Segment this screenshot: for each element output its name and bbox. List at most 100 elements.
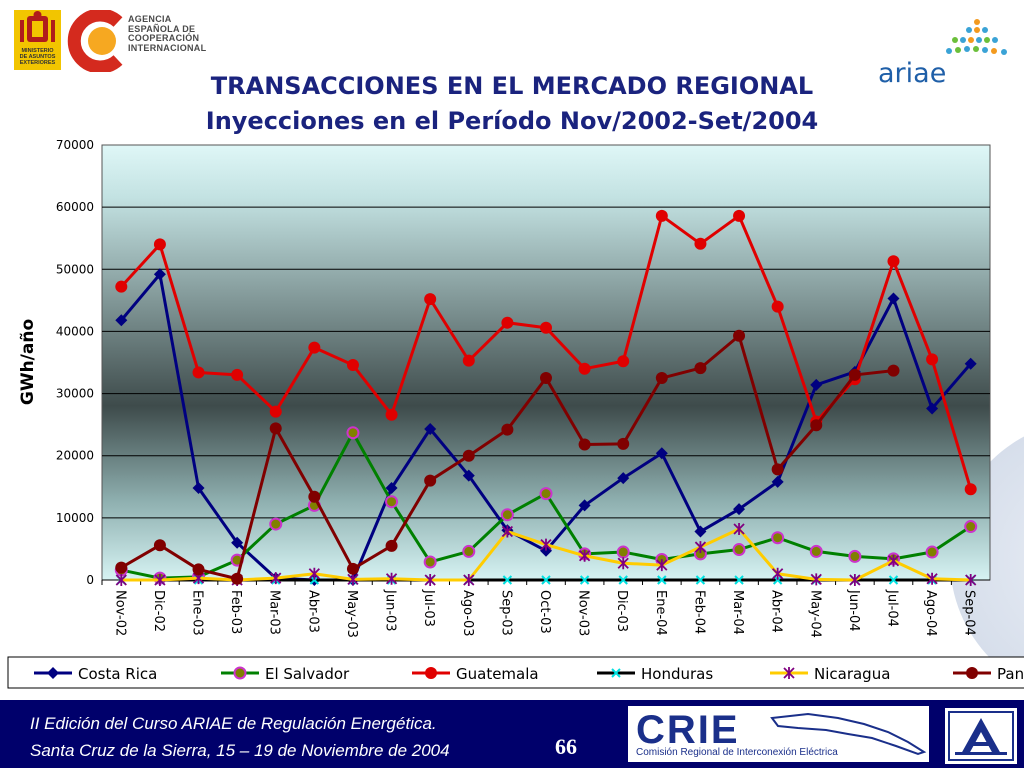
data-point [733,523,745,536]
data-point [153,238,166,251]
data-point [385,539,398,552]
ariae-dots-icon [946,19,1007,55]
data-point [578,438,591,451]
data-point [964,520,978,534]
data-point [424,474,437,487]
x-tick-label: Dic-02 [151,590,166,632]
x-tick-label: Ene-04 [653,590,668,636]
data-point [462,449,475,462]
data-point [926,353,939,366]
data-point [579,575,590,585]
data-point [385,572,398,585]
data-point [887,554,900,567]
data-point [308,490,321,503]
data-point [270,572,282,585]
data-point [694,362,707,375]
data-point [541,575,551,585]
data-point [539,487,553,501]
data-point [192,482,205,495]
data-point [501,316,514,329]
data-point [810,378,823,391]
data-point [888,575,899,585]
y-tick-labels: 0 10000 20000 30000 40000 50000 60000 70000 [56,138,94,587]
x-tick-label: Jun-03 [383,589,398,632]
legend-label: Honduras [641,665,713,683]
legend-box [7,656,1024,689]
data-point [611,668,621,678]
legend-item: Nicaragua [770,665,890,683]
data-point [578,499,591,512]
x-tick-label: Feb-04 [691,590,706,634]
footer-line-1: II Edición del Curso ARIAE de Regulación… [30,714,437,733]
aeci-name: AGENCIA ESPAÑOLA DE COOPERACIÓN INTERNAC… [128,14,206,53]
data-point [424,293,437,306]
data-point [655,447,668,460]
x-tick-label: Abr-04 [769,590,784,633]
series-lines [114,209,978,586]
data-point [694,237,707,250]
data-point [783,667,795,679]
data-point [192,563,205,576]
data-point [153,539,166,552]
series-panam- [115,329,900,585]
data-point [848,368,861,381]
data-point [926,402,939,415]
aeci-line-3: COOPERACIÓN [128,33,200,43]
data-point [655,209,668,222]
legend: Costa Rica El Salvador Guatemala Honduras Ni… [34,665,1024,683]
x-tick-label: Nov-02 [112,590,127,636]
data-point [308,341,321,354]
legend-item: Guatemala [412,665,539,683]
y-tick-label: 50000 [56,262,94,276]
data-point [925,545,939,559]
series-nicaragua [115,523,977,586]
x-tick-label: Ago-04 [923,590,938,637]
legend-item: Costa Rica [34,665,157,683]
x-tick-label: Sep-03 [498,590,513,636]
legend-label: Costa Rica [78,665,157,683]
y-tick-label: 20000 [56,449,94,463]
data-point [617,557,629,570]
data-point [964,483,977,496]
aeci-logo-icon [67,10,123,72]
x-tick-label: Ene-03 [190,590,205,636]
data-point [887,255,900,268]
data-point [501,423,514,436]
data-point [231,536,244,549]
data-point [617,437,630,450]
data-point [346,358,359,371]
data-point [385,408,398,421]
x-tick-label: May-03 [344,590,359,638]
data-point [502,575,513,585]
data-point [269,517,283,531]
coat-of-arms-icon [20,11,55,42]
data-point [772,567,784,580]
ministry-logo: MINISTERIO DE ASUNTOS EXTERIORES [14,10,61,70]
x-tick-label: Mar-04 [730,590,745,635]
x-tick-label: Sep-04 [962,590,977,636]
data-point [424,422,437,435]
data-point [657,575,667,585]
x-tick-label: Dic-03 [614,590,629,632]
legend-item: Pan [953,665,1024,683]
data-point [810,573,822,586]
data-point [694,541,707,554]
data-point [500,508,514,522]
data-point [617,355,630,368]
data-point [771,531,785,545]
data-point [694,525,707,538]
data-point [346,426,360,440]
data-point [115,574,127,586]
y-tick-label: 60000 [56,200,94,214]
data-point [617,472,630,485]
data-point [733,329,746,342]
data-point [965,574,977,586]
ariae-logo-text: ariae [878,58,947,89]
x-tick-label: Jun-04 [846,589,861,632]
y-tick-label: 40000 [56,324,94,338]
data-point [462,544,476,558]
data-point [308,567,320,580]
data-point [385,495,399,509]
data-point [849,574,861,586]
plot-area [101,144,991,581]
